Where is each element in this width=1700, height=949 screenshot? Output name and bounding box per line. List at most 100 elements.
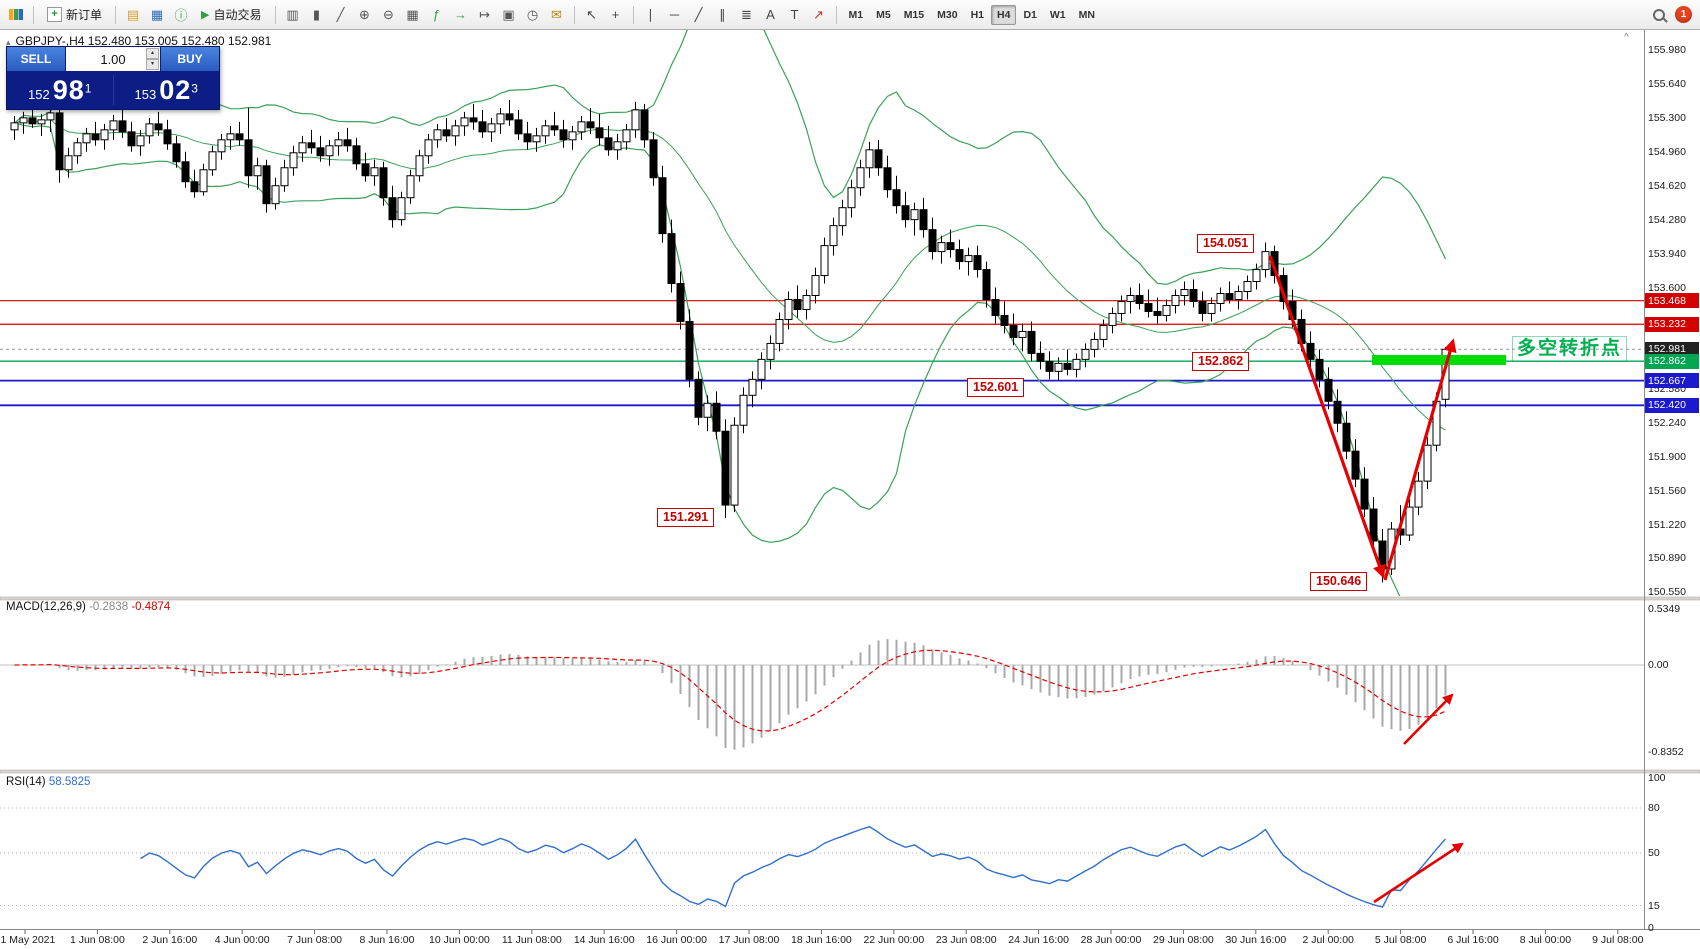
market-watch-icon[interactable]: ▦ xyxy=(150,6,164,22)
autotrade-label: 自动交易 xyxy=(213,8,262,22)
period-icon[interactable]: ◷ xyxy=(526,6,539,22)
price-flag[interactable]: 151.291 xyxy=(657,508,715,527)
price-axis-label: 152.240 xyxy=(1648,417,1686,430)
vertical-line-icon[interactable]: ∣ xyxy=(647,6,654,22)
price-axis-label: 155.980 xyxy=(1648,44,1686,56)
trend-arrows[interactable] xyxy=(1268,255,1457,581)
tab-timeframe-H1[interactable]: H1 xyxy=(965,5,990,25)
new-order-button[interactable]: + 新订单 xyxy=(40,4,109,26)
price-axis-label: 153.940 xyxy=(1648,247,1686,260)
volume-up-button[interactable]: ▴ xyxy=(146,48,159,59)
horizontal-line-icon[interactable]: ─ xyxy=(669,7,680,22)
channel-icon[interactable]: ∥ xyxy=(719,6,726,22)
candlestick-chart-icon[interactable]: ▮ xyxy=(312,6,321,22)
price-flag[interactable]: 150.646 xyxy=(1310,572,1368,591)
cursor-icon[interactable]: ↖ xyxy=(586,6,597,22)
volume-value: 1.00 xyxy=(100,51,126,67)
indicators-icon[interactable]: ƒ xyxy=(432,7,441,22)
time-axis-label: 28 Jun 00:00 xyxy=(1080,934,1142,946)
buy-button[interactable]: BUY xyxy=(161,47,219,71)
panel-chrome xyxy=(0,30,1700,930)
tab-timeframe-H4[interactable]: H4 xyxy=(991,4,1017,25)
highlight-bar[interactable] xyxy=(1372,355,1506,365)
panel-collapse-icon[interactable]: ^ xyxy=(1624,32,1629,43)
autotrade-button[interactable]: ▶ 自动交易 xyxy=(194,4,268,26)
time-axis-label: 2 Jun 16:00 xyxy=(142,934,198,946)
data-window-icon[interactable]: ⓘ xyxy=(174,8,188,23)
line-chart-icon[interactable]: ╱ xyxy=(336,6,345,22)
macd-histogram xyxy=(22,639,1447,750)
sell-price[interactable]: 152 981 xyxy=(28,74,92,105)
text-icon[interactable]: A xyxy=(766,7,775,22)
macd-axis-label: 0.5349 xyxy=(1648,603,1681,616)
price-flag[interactable]: 154.051 xyxy=(1197,234,1255,253)
time-axis-label: 14 Jun 16:00 xyxy=(573,934,635,946)
new-order-label: 新订单 xyxy=(66,8,103,22)
bollinger-bands xyxy=(14,30,1447,596)
macd-main-value: -0.2838 xyxy=(89,601,129,613)
time-axis-label: 5 Jul 08:00 xyxy=(1374,934,1427,946)
rsi-label: RSI(14) 58.5825 xyxy=(6,776,91,788)
rsi-axis-label: 15 xyxy=(1648,899,1660,912)
one-click-toggle-icon[interactable]: ▴ xyxy=(6,37,11,47)
time-axis-label: 29 Jun 08:00 xyxy=(1153,934,1214,946)
time-axis-label: 6 Jul 16:00 xyxy=(1447,934,1499,946)
price-axis-badge: 152.981 xyxy=(1645,341,1699,357)
fibonacci-icon[interactable]: ≣ xyxy=(741,6,752,22)
price-flag[interactable]: 152.601 xyxy=(967,378,1025,397)
time-axis-label: 18 Jun 16:00 xyxy=(791,934,852,946)
chart-canvas[interactable] xyxy=(0,30,1700,949)
chart-ohlc-values: 152.480 153.005 152.480 152.981 xyxy=(87,34,272,48)
annotation-text[interactable]: 多空转折点 xyxy=(1512,336,1628,362)
macd-signal-value: -0.4874 xyxy=(131,601,171,613)
search-icon[interactable] xyxy=(1648,4,1670,26)
time-ticks xyxy=(24,930,1619,934)
price-axis-label: 151.560 xyxy=(1648,485,1686,498)
price-axis-label: 154.620 xyxy=(1648,179,1686,192)
price-axis-label: 150.550 xyxy=(1648,585,1686,598)
rsi-axis-label: 50 xyxy=(1648,847,1660,859)
auto-scroll-icon[interactable]: → xyxy=(454,7,467,22)
tab-timeframe-M15[interactable]: M15 xyxy=(898,5,930,25)
bar-chart-icon[interactable]: ▥ xyxy=(286,6,299,22)
sell-button[interactable]: SELL xyxy=(7,47,65,71)
new-chart-icon[interactable]: ▣ xyxy=(502,6,515,22)
price-axis-label: 154.280 xyxy=(1648,213,1686,226)
time-axis-label: 9 Jul 08:00 xyxy=(1592,934,1644,946)
volume-down-button[interactable]: ▾ xyxy=(146,59,159,70)
toolbar-separator xyxy=(115,5,117,24)
price-flag[interactable]: 152.862 xyxy=(1192,352,1250,371)
arrows-icon[interactable]: ↗ xyxy=(813,6,824,22)
rsi-line xyxy=(140,825,1447,908)
zoom-out-icon[interactable]: ⊖ xyxy=(383,6,394,22)
label-icon[interactable]: T xyxy=(790,7,799,22)
toolbar-separator xyxy=(835,5,837,24)
tab-timeframe-D1[interactable]: D1 xyxy=(1017,5,1042,25)
tab-timeframe-M5[interactable]: M5 xyxy=(870,5,897,25)
trendline-icon[interactable]: ╱ xyxy=(694,6,703,22)
macd-arrow[interactable] xyxy=(1403,693,1454,745)
chart-shift-icon[interactable]: ↦ xyxy=(479,6,490,22)
tile-windows-icon[interactable]: ▦ xyxy=(406,6,419,22)
notification-badge[interactable]: 1 xyxy=(1675,6,1692,23)
tab-timeframe-MN[interactable]: MN xyxy=(1073,5,1101,25)
macd-label: MACD(12,26,9) -0.2838 -0.4874 xyxy=(6,601,171,613)
rsi-arrow[interactable] xyxy=(1373,842,1464,904)
profiles-icon[interactable]: ▤ xyxy=(126,6,140,22)
price-axis-label: 150.890 xyxy=(1648,551,1686,564)
mail-icon[interactable]: ✉ xyxy=(551,6,562,22)
buy-price[interactable]: 153 023 xyxy=(134,74,198,105)
horizontal-lines[interactable] xyxy=(0,300,1644,407)
price-scale[interactable] xyxy=(1645,30,1700,930)
tab-timeframe-W1[interactable]: W1 xyxy=(1044,5,1072,25)
chart-symbol: GBPJPY-,H4 xyxy=(15,34,85,48)
volume-field[interactable]: 1.00 ▴ ▾ xyxy=(66,47,160,71)
zoom-in-icon[interactable]: ⊕ xyxy=(359,6,370,22)
crosshair-icon[interactable]: + xyxy=(611,7,620,22)
tab-timeframe-M1[interactable]: M1 xyxy=(843,5,870,25)
tab-timeframe-M30[interactable]: M30 xyxy=(931,5,963,25)
price-axis-badge: 152.667 xyxy=(1645,373,1699,389)
price-axis-label: 153.600 xyxy=(1648,281,1686,294)
mt4-logo-icon[interactable] xyxy=(5,4,27,26)
